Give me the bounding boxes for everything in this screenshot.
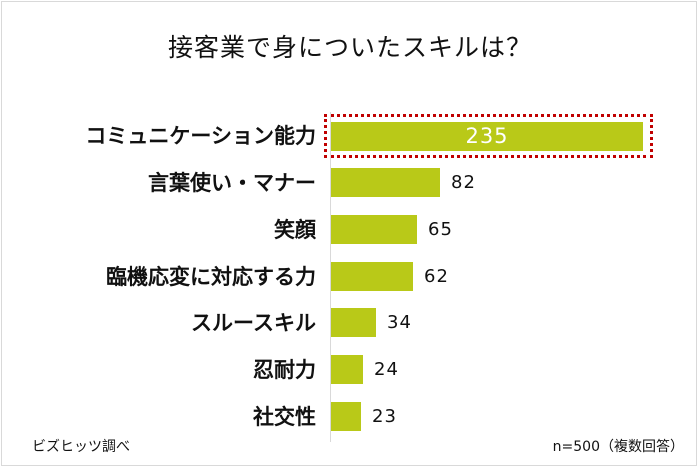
- highlight-box: [324, 114, 653, 158]
- value-label: 235: [465, 124, 509, 148]
- bar-communication: [331, 122, 643, 151]
- category-label: スルースキル: [191, 311, 316, 335]
- category-label: 忍耐力: [253, 358, 316, 382]
- bar-manners: [331, 168, 440, 197]
- category-label: 社交性: [253, 405, 316, 429]
- category-label: 言葉使い・マナー: [148, 171, 316, 195]
- value-label: 65: [428, 219, 453, 240]
- bar-through-skill: [331, 308, 376, 337]
- value-label: 82: [451, 172, 476, 193]
- category-label: 笑顔: [274, 218, 316, 242]
- chart-title: 接客業で身についたスキルは？: [167, 33, 532, 62]
- bar-smile: [331, 215, 417, 244]
- value-label: 24: [374, 359, 399, 380]
- value-label: 62: [424, 266, 449, 287]
- y-axis-line: [330, 112, 331, 442]
- bar-adaptability: [331, 262, 413, 291]
- value-label: 34: [387, 312, 412, 333]
- bar-patience: [331, 355, 363, 384]
- category-label: コミュニケーション能力: [85, 124, 316, 148]
- sample-size-note: n=500（複数回答）: [552, 439, 684, 455]
- source-note: ビズヒッツ調べ: [32, 439, 130, 455]
- value-label: 23: [372, 406, 397, 427]
- category-label: 臨機応変に対応する力: [106, 265, 316, 289]
- bar-sociability: [331, 402, 361, 431]
